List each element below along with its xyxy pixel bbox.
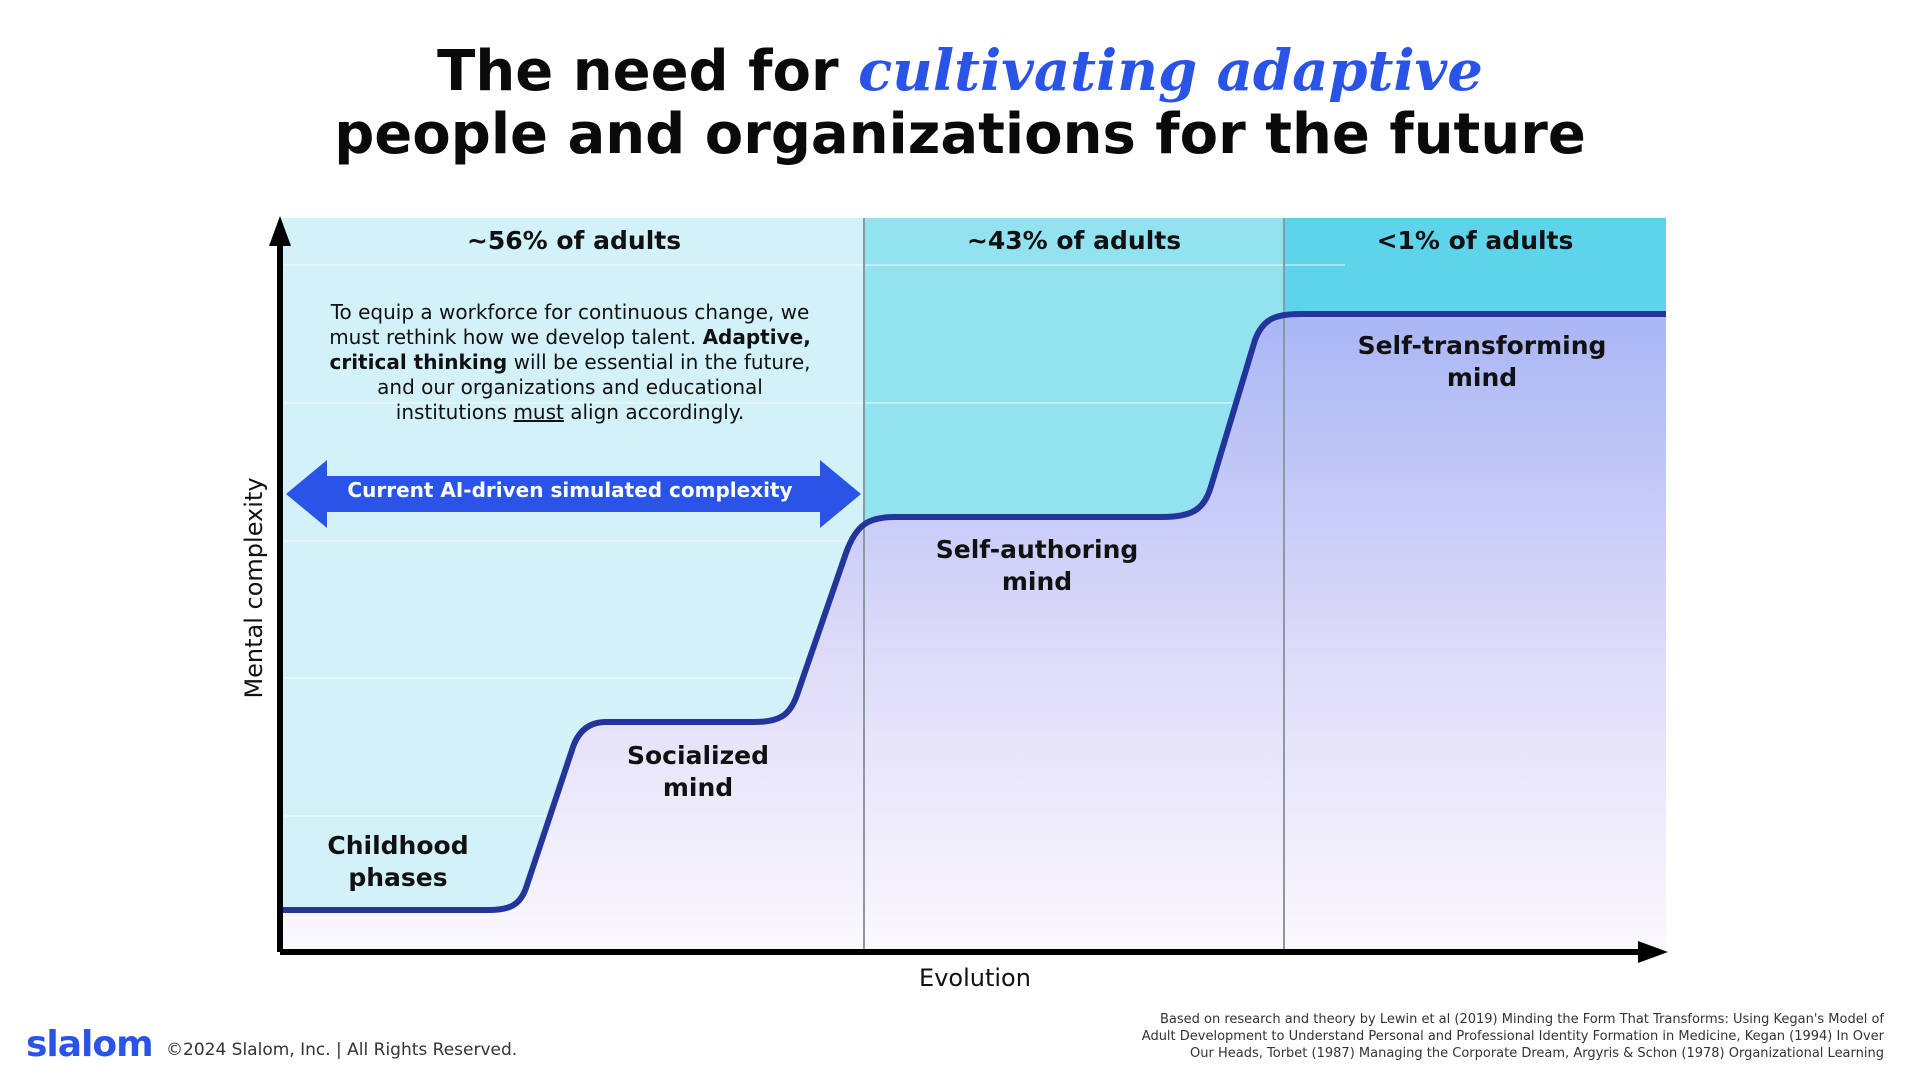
stage-self-transforming-line-2: mind: [1446, 363, 1518, 392]
ai-complexity-arrow: [286, 460, 861, 528]
intro-text-3: align accordingly.: [563, 400, 745, 424]
complexity-curve: [280, 311, 1666, 913]
stage-self-authoring-line-1: Self-authoring: [935, 535, 1139, 564]
arrow-label: Current AI-driven simulated complexity: [347, 478, 793, 502]
stage-childhood-line-1: Childhood: [327, 831, 469, 860]
stage-self-transforming-line-1: Self-transforming: [1357, 331, 1607, 360]
intro-text-1: To equip a workforce for continuous chan…: [329, 300, 810, 349]
y-axis-label: Mental complexity: [240, 477, 268, 699]
footnote-line-3: Our Heads, Torbet (1987) Managing the Co…: [1190, 1046, 1884, 1061]
title-prefix: The need for: [437, 39, 859, 104]
footnote-line-1: Based on research and theory by Lewin et…: [1159, 1012, 1884, 1027]
x-axis-label: Evolution: [919, 964, 1031, 992]
intro-underlined: must: [513, 400, 564, 424]
region-label-3: <1% of adults: [1376, 226, 1574, 255]
region-label-2: ~43% of adults: [966, 226, 1182, 255]
stage-label-self-authoring: Self-authoring mind: [917, 534, 1157, 598]
stage-socialized-line-2: mind: [662, 773, 734, 802]
title-line-1: The need for cultivating adaptive: [0, 38, 1920, 104]
region-label-1: ~56% of adults: [466, 226, 682, 255]
stage-label-socialized: Socialized mind: [598, 740, 798, 804]
stage-socialized-line-1: Socialized: [627, 741, 769, 770]
intro-paragraph: To equip a workforce for continuous chan…: [320, 300, 820, 425]
axes: [269, 216, 1668, 963]
footnote-line-2: Adult Development to Understand Personal…: [1141, 1029, 1884, 1044]
intro-text-2: will be essential in the future, and our…: [377, 350, 811, 424]
title-line-2: people and organizations for the future: [334, 102, 1586, 167]
stage-label-childhood: Childhood phases: [298, 830, 498, 894]
stage-childhood-line-2: phases: [348, 863, 448, 892]
under-curve-area: [280, 314, 1666, 950]
slalom-logo: slalom: [26, 1024, 154, 1065]
title-accent: cultivating adaptive: [858, 38, 1483, 104]
intro-emphasis: Adaptive, critical thinking: [329, 325, 811, 374]
copyright: ©2024 Slalom, Inc. | All Rights Reserved…: [166, 1040, 518, 1060]
stage-label-self-transforming: Self-transforming mind: [1342, 330, 1622, 394]
citation-footnote: Based on research and theory by Lewin et…: [1124, 1011, 1884, 1062]
stage-self-authoring-line-2: mind: [1001, 567, 1073, 596]
